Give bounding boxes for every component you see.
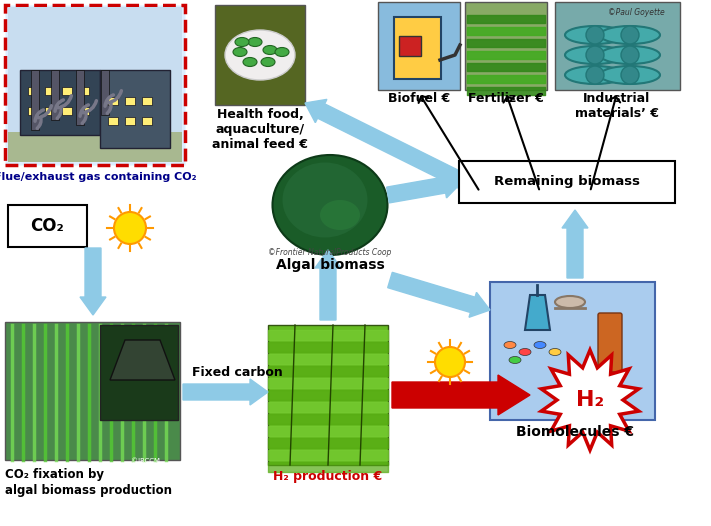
Text: CO₂: CO₂: [30, 217, 64, 235]
Text: ©Frontier NaturalProducts Coop: ©Frontier NaturalProducts Coop: [268, 248, 392, 257]
Polygon shape: [387, 173, 462, 203]
Text: Fertilizer €: Fertilizer €: [468, 92, 544, 105]
Text: Algal biomass: Algal biomass: [276, 258, 385, 272]
Ellipse shape: [243, 57, 257, 66]
Text: Biofuel €: Biofuel €: [388, 92, 450, 105]
Ellipse shape: [282, 163, 368, 238]
Ellipse shape: [261, 57, 275, 66]
FancyBboxPatch shape: [108, 117, 118, 125]
FancyBboxPatch shape: [5, 5, 185, 165]
FancyBboxPatch shape: [108, 97, 118, 105]
FancyBboxPatch shape: [28, 107, 38, 115]
FancyBboxPatch shape: [31, 70, 39, 130]
Ellipse shape: [586, 66, 604, 84]
Circle shape: [114, 212, 146, 244]
Ellipse shape: [534, 341, 546, 349]
FancyBboxPatch shape: [394, 17, 441, 79]
Ellipse shape: [272, 155, 387, 255]
FancyBboxPatch shape: [100, 325, 178, 420]
Polygon shape: [525, 295, 550, 330]
FancyBboxPatch shape: [101, 70, 109, 115]
Ellipse shape: [600, 26, 660, 44]
FancyBboxPatch shape: [5, 322, 180, 460]
Ellipse shape: [565, 26, 625, 44]
Ellipse shape: [565, 66, 625, 84]
FancyBboxPatch shape: [598, 313, 622, 372]
Ellipse shape: [233, 47, 247, 56]
FancyBboxPatch shape: [62, 87, 72, 95]
FancyBboxPatch shape: [100, 70, 170, 148]
FancyBboxPatch shape: [142, 97, 152, 105]
Text: ©IRCCM: ©IRCCM: [131, 458, 160, 464]
FancyBboxPatch shape: [215, 5, 305, 105]
Ellipse shape: [586, 46, 604, 64]
FancyBboxPatch shape: [20, 70, 100, 135]
FancyBboxPatch shape: [8, 205, 87, 247]
Ellipse shape: [621, 26, 639, 44]
Ellipse shape: [621, 66, 639, 84]
Ellipse shape: [600, 66, 660, 84]
Text: H₂: H₂: [576, 390, 604, 410]
Text: H₂ production €: H₂ production €: [273, 470, 383, 483]
Ellipse shape: [519, 349, 531, 356]
Polygon shape: [562, 210, 588, 278]
Text: Biomolecules €: Biomolecules €: [516, 425, 634, 439]
Ellipse shape: [320, 200, 360, 230]
FancyBboxPatch shape: [79, 107, 89, 115]
Ellipse shape: [248, 37, 262, 46]
Polygon shape: [80, 248, 106, 315]
Ellipse shape: [565, 46, 625, 64]
Ellipse shape: [225, 30, 295, 80]
FancyBboxPatch shape: [142, 117, 152, 125]
Ellipse shape: [555, 296, 585, 308]
Polygon shape: [305, 99, 474, 192]
FancyBboxPatch shape: [45, 87, 55, 95]
Ellipse shape: [600, 46, 660, 64]
FancyBboxPatch shape: [378, 2, 460, 90]
Text: Industrial
materials’ €: Industrial materials’ €: [575, 92, 659, 120]
Polygon shape: [315, 250, 341, 320]
FancyBboxPatch shape: [268, 325, 388, 465]
Ellipse shape: [586, 26, 604, 44]
Text: Fixed carbon: Fixed carbon: [192, 366, 283, 379]
FancyBboxPatch shape: [125, 117, 135, 125]
Polygon shape: [392, 375, 530, 415]
Ellipse shape: [509, 357, 521, 363]
FancyBboxPatch shape: [28, 87, 38, 95]
FancyBboxPatch shape: [490, 282, 655, 420]
Polygon shape: [110, 340, 175, 380]
FancyBboxPatch shape: [8, 132, 182, 162]
FancyBboxPatch shape: [465, 2, 547, 90]
Polygon shape: [183, 379, 268, 405]
FancyBboxPatch shape: [8, 7, 182, 162]
Text: Health food,
aquaculture/
animal feed €: Health food, aquaculture/ animal feed €: [212, 108, 308, 151]
FancyBboxPatch shape: [79, 87, 89, 95]
FancyBboxPatch shape: [399, 36, 421, 56]
Ellipse shape: [504, 341, 516, 349]
FancyBboxPatch shape: [125, 97, 135, 105]
Text: ©Paul Goyette: ©Paul Goyette: [608, 8, 665, 17]
Polygon shape: [541, 350, 638, 450]
FancyBboxPatch shape: [45, 107, 55, 115]
Ellipse shape: [549, 349, 561, 356]
Text: Remaining biomass: Remaining biomass: [494, 176, 640, 188]
FancyBboxPatch shape: [76, 70, 84, 125]
Polygon shape: [387, 272, 490, 317]
Circle shape: [435, 347, 465, 377]
Ellipse shape: [263, 46, 277, 55]
Text: CO₂ fixation by
algal biomass production: CO₂ fixation by algal biomass production: [5, 468, 172, 497]
Ellipse shape: [621, 46, 639, 64]
FancyBboxPatch shape: [555, 2, 680, 90]
Ellipse shape: [235, 37, 249, 46]
Text: Flue/exhaust gas containing CO₂: Flue/exhaust gas containing CO₂: [0, 172, 196, 182]
Ellipse shape: [275, 47, 289, 56]
FancyBboxPatch shape: [62, 107, 72, 115]
FancyBboxPatch shape: [51, 70, 59, 120]
FancyBboxPatch shape: [459, 161, 675, 203]
